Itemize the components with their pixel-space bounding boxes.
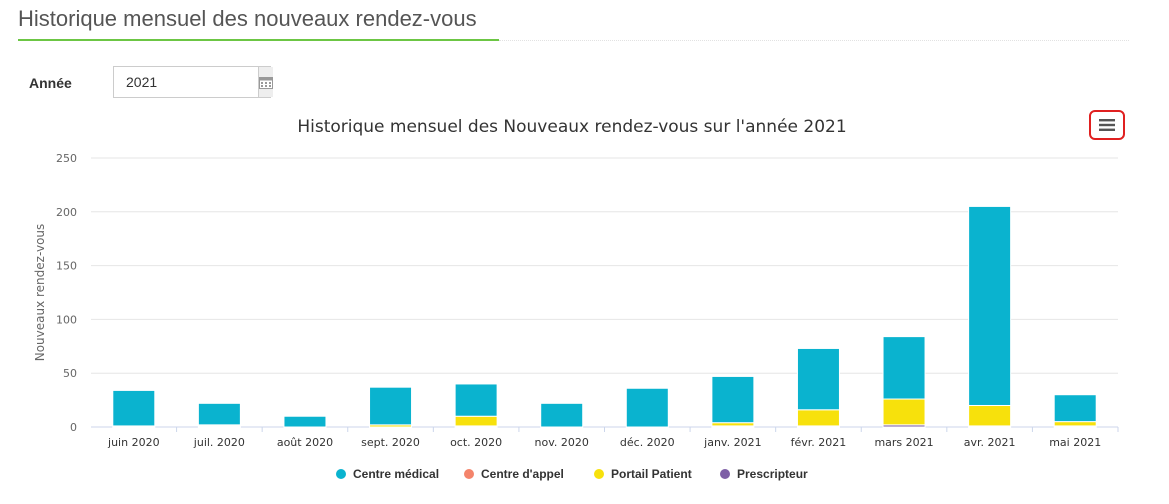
legend-marker: [594, 469, 604, 479]
year-input[interactable]: [114, 67, 258, 97]
x-tick-label: mai 2021: [1049, 436, 1101, 449]
bar-centre-m-dical: [882, 336, 926, 400]
y-tick-label: 250: [56, 152, 77, 165]
legend-marker: [336, 469, 346, 479]
bar-portail-patient: [1053, 421, 1097, 427]
x-tick-label: mars 2021: [874, 436, 933, 449]
x-tick-label: nov. 2020: [535, 436, 589, 449]
bar-centre-m-dical: [112, 389, 156, 427]
legend-item: Centre d'appel: [464, 467, 564, 481]
x-tick-label: août 2020: [277, 436, 333, 449]
calendar-icon: [259, 76, 273, 89]
x-tick-label: juin 2020: [107, 436, 160, 449]
x-tick-label: sept. 2020: [361, 436, 420, 449]
bar-centre-m-dical: [625, 387, 669, 428]
legend-item: Centre médical: [336, 467, 439, 481]
bar-centre-m-dical: [968, 205, 1012, 406]
x-tick-label: oct. 2020: [450, 436, 502, 449]
bar-centre-m-dical: [796, 347, 840, 411]
bar-portail-patient: [454, 415, 498, 427]
legend-marker: [464, 469, 474, 479]
hamburger-menu-icon: [1099, 119, 1115, 131]
x-tick-label: févr. 2021: [791, 436, 847, 449]
legend-label: Prescripteur: [737, 467, 808, 481]
legend-item: Portail Patient: [594, 467, 692, 481]
legend-label: Centre médical: [353, 467, 439, 481]
calendar-button[interactable]: [258, 67, 273, 97]
title-underline: [18, 39, 499, 41]
x-tick-label: juil. 2020: [193, 436, 245, 449]
title-divider: [499, 40, 1129, 41]
bar-centre-m-dical: [369, 386, 413, 426]
bar-centre-m-dical: [711, 375, 755, 424]
bar-centre-m-dical: [540, 402, 584, 428]
page-title: Historique mensuel des nouveaux rendez-v…: [18, 6, 477, 31]
chart-title: Historique mensuel des Nouveaux rendez-v…: [297, 117, 846, 137]
bar-centre-m-dical: [283, 415, 327, 428]
bar-chart: Historique mensuel des Nouveaux rendez-v…: [33, 117, 1119, 481]
year-label: Année: [29, 75, 72, 91]
y-tick-label: 0: [70, 421, 77, 434]
legend-label: Portail Patient: [611, 467, 692, 481]
y-tick-label: 50: [63, 367, 77, 380]
y-tick-label: 200: [56, 206, 77, 219]
bar-centre-m-dical: [1053, 394, 1097, 423]
bar-centre-m-dical: [197, 402, 241, 426]
y-tick-label: 100: [56, 313, 77, 326]
y-tick-label: 150: [56, 260, 77, 273]
bar-centre-m-dical: [454, 383, 498, 417]
x-tick-label: janv. 2021: [703, 436, 761, 449]
legend-marker: [720, 469, 730, 479]
bar-portail-patient: [968, 404, 1012, 427]
year-picker: [113, 66, 273, 98]
x-tick-label: déc. 2020: [620, 436, 675, 449]
chart-menu-button[interactable]: [1089, 110, 1125, 140]
legend-item: Prescripteur: [720, 467, 808, 481]
bar-portail-patient: [796, 409, 840, 427]
legend-label: Centre d'appel: [481, 467, 564, 481]
y-axis-title: Nouveaux rendez-vous: [33, 224, 47, 362]
x-tick-label: avr. 2021: [964, 436, 1016, 449]
bar-portail-patient: [882, 398, 926, 426]
